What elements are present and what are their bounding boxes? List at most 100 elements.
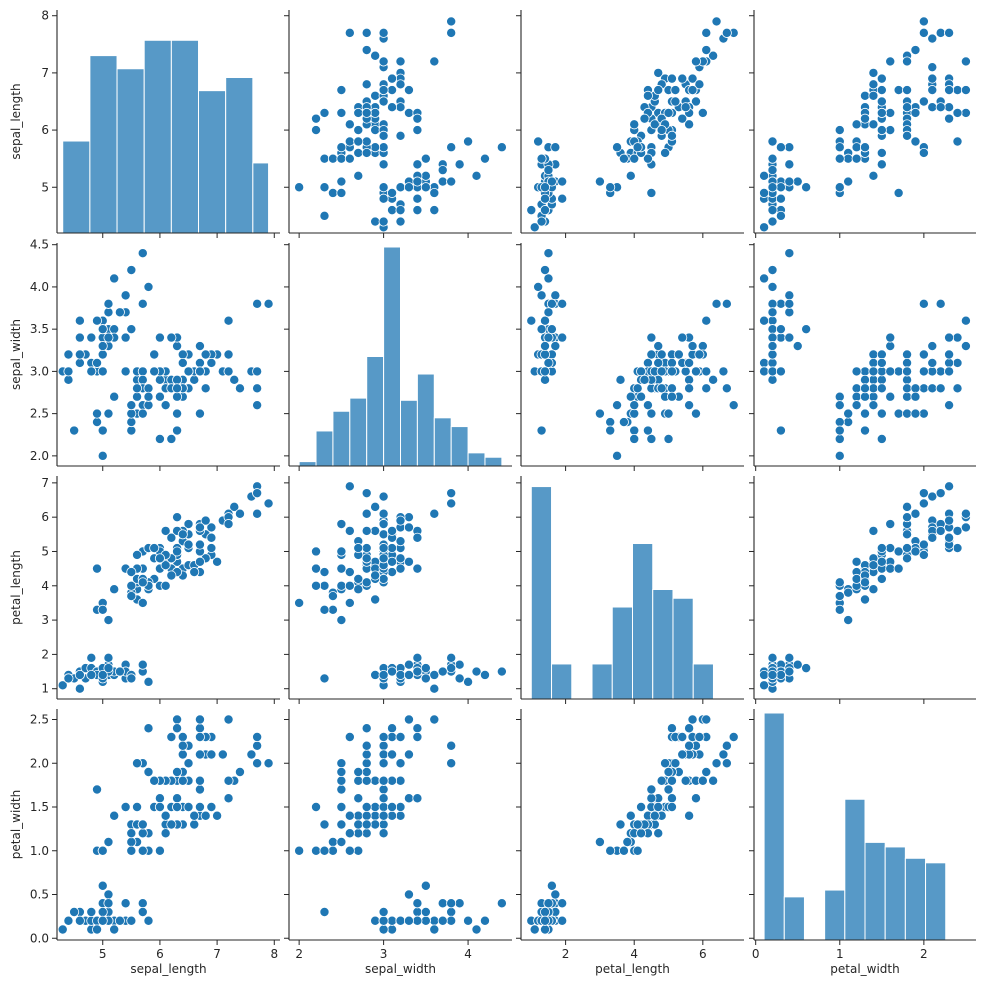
point [666,391,677,402]
point [387,525,398,536]
point [767,165,778,176]
point [944,366,955,377]
panel-petal_width-vs-petal_width: 0 1 2 [749,709,976,961]
point [353,170,364,181]
point [784,159,795,170]
point [876,433,887,444]
point [395,915,406,926]
point [767,332,778,343]
y-tick-label: 6 [41,510,49,524]
point [612,400,623,411]
point [387,810,398,821]
point [653,802,664,813]
point [437,176,448,187]
point [540,315,551,326]
point [876,408,887,419]
x-tick-label: 6 [156,947,164,961]
point [784,332,795,343]
point [944,357,955,368]
x-tick-label: 2 [562,947,570,961]
hist-bar-sepal_length [198,90,227,234]
point [834,400,845,411]
point [160,400,171,411]
point [194,556,205,567]
y-tick-label: 2.5 [30,713,49,727]
point [767,341,778,352]
point [718,366,729,377]
point [543,898,554,909]
point [684,400,695,411]
point [646,784,657,795]
point [868,170,879,181]
point [632,142,643,153]
point [319,182,330,193]
point [172,714,183,725]
point [834,577,845,588]
y-axis-title-sepal_length: sepal_length [9,83,23,159]
point [860,142,871,153]
point [618,153,629,164]
point [697,775,708,786]
point [876,73,887,84]
point [74,349,85,360]
point [378,142,389,153]
point [336,767,347,778]
point [194,341,205,352]
point [546,176,557,187]
point [137,597,148,608]
point [496,666,507,677]
point [677,732,688,743]
hist-bar-petal_width [783,896,805,941]
point [540,205,551,216]
point [935,298,946,309]
point [109,273,120,284]
point [708,775,719,786]
point [378,740,389,751]
point [902,408,913,419]
point [646,433,657,444]
point [437,915,448,926]
point [97,450,108,461]
point [327,187,338,198]
point [336,142,347,153]
y-tick-label: 1.0 [30,844,49,858]
hist-bar-petal_length [591,663,613,700]
hist-bar-sepal_length [116,68,145,234]
point [851,119,862,130]
point [97,349,108,360]
point [680,775,691,786]
point [223,315,234,326]
point [378,793,389,804]
point [206,532,217,543]
point [403,915,414,926]
point [378,924,389,935]
point [687,73,698,84]
point [229,501,240,512]
point [336,615,347,626]
point [684,810,695,821]
point [902,512,913,523]
point [412,793,423,804]
point [759,187,770,198]
point [893,85,904,96]
point [543,248,554,259]
point [666,366,677,377]
point [86,366,97,377]
point [843,615,854,626]
point [74,683,85,694]
point [767,374,778,385]
point [97,669,108,680]
point [378,915,389,926]
point [154,553,165,564]
panel-sepal_width-vs-sepal_width [284,243,512,471]
point [446,488,457,499]
point [944,113,955,124]
point [223,775,234,786]
point [960,522,971,533]
point [759,366,770,377]
point [172,512,183,523]
point [960,107,971,118]
point [927,383,938,394]
point [952,107,963,118]
point [327,845,338,856]
